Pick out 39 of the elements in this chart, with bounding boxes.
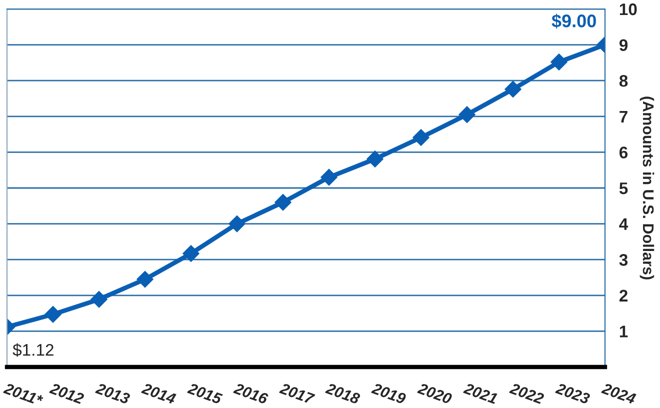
point — [228, 215, 246, 232]
point — [90, 290, 108, 308]
annotation: $9.00 — [552, 14, 596, 29]
x-tick-label: 2015 — [186, 382, 223, 405]
y-tick-label: 6 — [620, 146, 628, 158]
point — [274, 194, 292, 211]
x-tick-label: 2023 — [554, 382, 591, 404]
x-tick-label: 2013 — [94, 382, 131, 404]
point — [366, 150, 384, 168]
point — [136, 270, 154, 288]
y-tick-label: 1 — [620, 326, 628, 338]
x-tick-label: 2018 — [324, 382, 361, 404]
x-tick-label: 2011* — [2, 382, 44, 406]
point — [550, 54, 568, 70]
y-tick-label: 8 — [619, 75, 628, 87]
point — [458, 106, 476, 123]
x-tick-label: 2022 — [508, 382, 545, 404]
annotation: $1.12 — [12, 343, 54, 357]
y-tick-label: 3 — [619, 254, 628, 266]
y-tick-label: 4 — [619, 218, 628, 230]
y-tick-label: 10 — [620, 3, 637, 16]
x-tick-label: 2020 — [416, 382, 453, 404]
x-tick-label: 2014 — [140, 382, 177, 404]
x-tick-label: 2012 — [48, 382, 85, 404]
point — [412, 129, 430, 146]
point — [182, 245, 200, 262]
point — [504, 80, 522, 98]
point — [320, 168, 338, 186]
point — [44, 306, 62, 323]
x-tick-label: 2017 — [278, 382, 316, 405]
y-axis-title: (Amounts in U.S. Dollars) — [640, 96, 654, 280]
x-tick-label: 2021 — [462, 382, 498, 404]
y-tick-label: 2 — [619, 290, 628, 302]
x-tick-label: 2019 — [370, 382, 407, 404]
y-tick-label: 7 — [620, 110, 628, 122]
x-tick-label: 2024 — [600, 382, 637, 404]
x-tick-label: 2016 — [232, 382, 269, 404]
y-tick-label: 5 — [619, 182, 628, 194]
y-tick-label: 9 — [619, 39, 628, 52]
